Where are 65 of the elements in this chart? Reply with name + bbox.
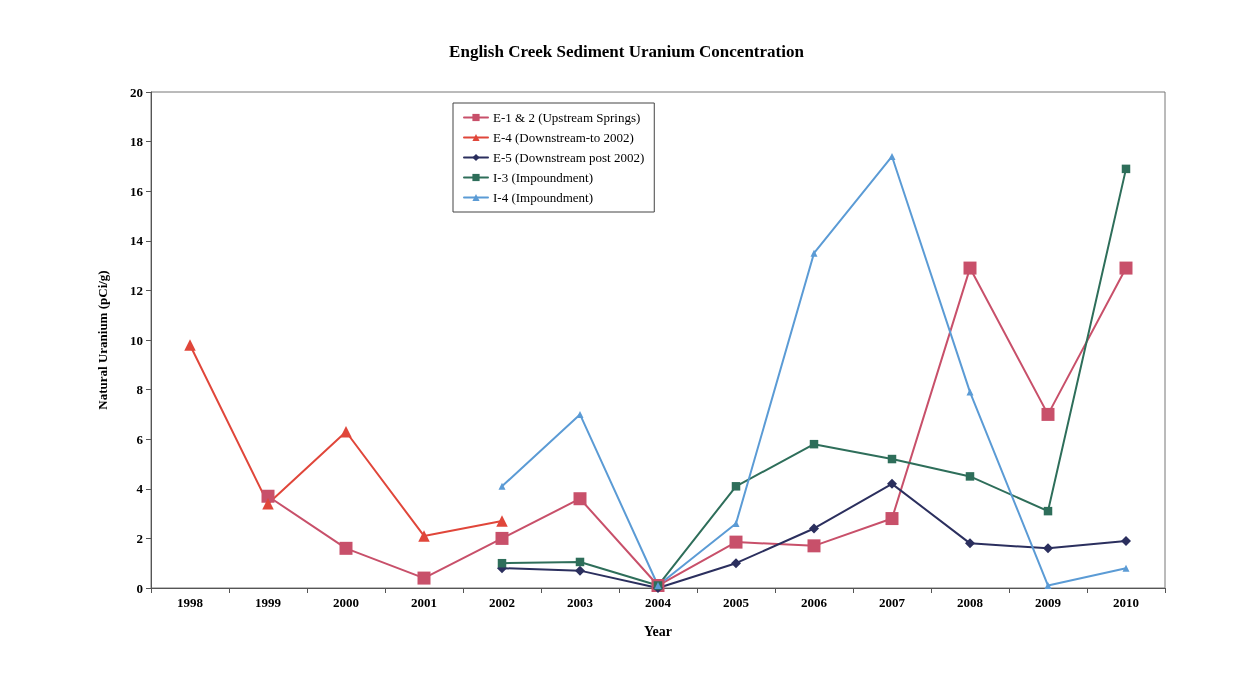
point [807, 539, 821, 553]
y-tick-label: 6 [136, 431, 144, 447]
y-tick-label: 14 [130, 233, 144, 249]
point [885, 512, 899, 526]
legend-label: E-4 (Downstream-to 2002) [493, 130, 634, 145]
x-tick-label: 2000 [333, 595, 359, 610]
x-tick-label: 2009 [1035, 595, 1062, 610]
y-tick-label: 2 [136, 530, 143, 546]
point [1122, 564, 1130, 572]
x-tick-label: 2003 [567, 595, 594, 610]
point [1041, 407, 1055, 421]
point [417, 571, 431, 585]
point [1044, 582, 1052, 590]
chart-title: English Creek Sediment Uranium Concentration [449, 42, 805, 61]
point [729, 535, 743, 549]
point [965, 472, 975, 481]
point [963, 261, 977, 275]
point [575, 565, 585, 576]
x-tick-label: 1998 [177, 595, 204, 610]
x-tick-label: 2007 [879, 595, 906, 610]
point [888, 152, 896, 160]
point [731, 482, 741, 491]
y-tick-label: 8 [136, 382, 144, 398]
point [1119, 261, 1133, 275]
legend-label: I-3 (Impoundment) [493, 170, 594, 185]
point [965, 538, 975, 549]
x-tick-label: 1999 [255, 595, 282, 610]
point [966, 388, 974, 396]
legend-label: I-4 (Impoundment) [493, 190, 594, 205]
point [339, 541, 353, 555]
x-axis-title: Year [644, 623, 672, 639]
y-tick-label: 0 [136, 580, 143, 596]
point [1043, 543, 1053, 554]
point [261, 489, 275, 503]
point [418, 530, 430, 542]
x-tick-label: 2006 [801, 595, 828, 610]
y-tick-label: 20 [130, 84, 143, 100]
legend-label: E-1 & 2 (Upstream Springs) [493, 110, 641, 125]
x-tick-label: 2004 [645, 595, 672, 610]
x-tick-label: 2002 [489, 595, 515, 610]
point [1121, 535, 1131, 546]
point [495, 531, 509, 545]
x-tick-label: 2001 [411, 595, 437, 610]
point [887, 478, 897, 489]
point [262, 497, 274, 510]
point [732, 520, 740, 528]
y-tick-label: 16 [130, 183, 144, 199]
point [809, 523, 819, 534]
point [496, 515, 508, 527]
point [573, 492, 587, 506]
y-axis-title: Natural Uranium (pCi/g) [95, 270, 110, 410]
point [731, 558, 741, 569]
point [576, 410, 584, 418]
x-tick-label: 2010 [1113, 595, 1139, 610]
point [810, 249, 818, 257]
y-tick-label: 18 [130, 134, 144, 150]
y-tick-label: 4 [136, 481, 144, 497]
legend-label: E-5 (Downstream post 2002) [493, 150, 645, 165]
point [498, 482, 506, 490]
x-tick-label: 2005 [723, 595, 750, 610]
x-tick-label: 2008 [957, 595, 984, 610]
y-tick-label: 10 [130, 332, 143, 348]
y-tick-label: 12 [130, 282, 143, 298]
point [340, 426, 352, 438]
point [184, 339, 196, 351]
